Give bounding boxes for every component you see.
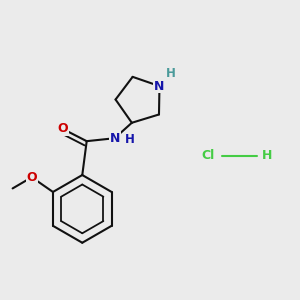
Text: Cl: Cl [202,149,215,162]
Text: H: H [166,67,176,80]
Text: O: O [57,122,68,135]
Text: O: O [26,171,37,184]
Text: N: N [154,80,165,93]
Text: N: N [110,132,120,145]
Text: H: H [125,133,135,146]
Text: H: H [262,149,272,162]
